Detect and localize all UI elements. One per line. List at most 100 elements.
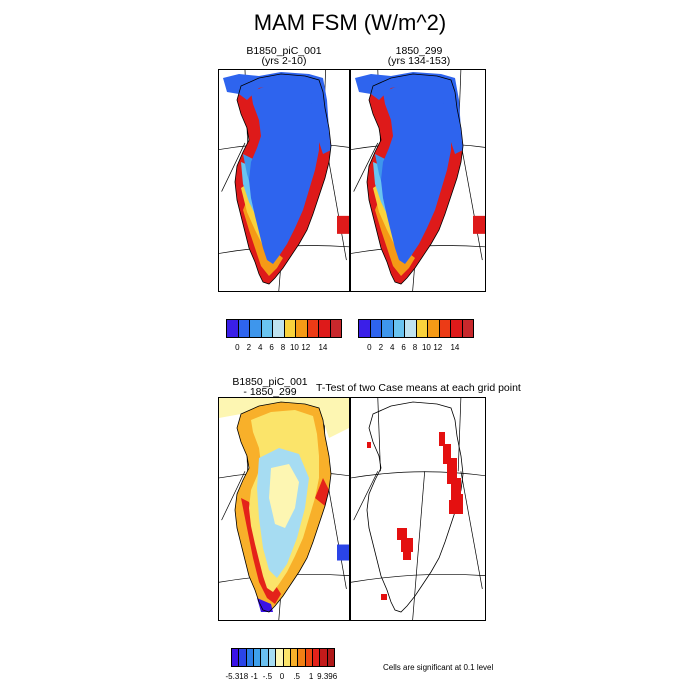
- colorbar-tick-label: 8: [280, 343, 286, 352]
- significant-cell: [451, 478, 461, 500]
- panel-title-diff-line2: - 1850_299: [243, 386, 297, 398]
- north-coast: [355, 72, 463, 154]
- colorbar-tick-label: .5: [293, 672, 300, 681]
- greenland-field: [223, 72, 331, 284]
- colorbar-swatch: [462, 320, 473, 337]
- colorbar-swatch: [284, 320, 296, 337]
- colorbar-tick-label: 0: [279, 672, 285, 681]
- colorbar-swatch: [428, 320, 440, 337]
- colorbar-swatch: [268, 649, 277, 666]
- colorbar-swatch: [283, 649, 291, 666]
- colorbar-swatch: [451, 320, 463, 337]
- panel-title-case1-line1: B1850_piC_001: [246, 45, 322, 57]
- map-ttest: [351, 398, 485, 620]
- colorbar-tick-label: 2: [378, 343, 384, 352]
- colorbar-swatch: [439, 320, 451, 337]
- map-panel-ttest: [350, 397, 486, 621]
- colorbar-tick-label: 10: [421, 343, 431, 352]
- colorbar-swatch: [227, 320, 239, 337]
- diff-offshore-negative: [337, 544, 349, 561]
- significant-cell: [403, 550, 411, 560]
- colorbar-swatch: [290, 649, 299, 666]
- significant-cell: [455, 494, 463, 514]
- longitude-line: [221, 471, 246, 521]
- colorbar-swatch: [393, 320, 405, 337]
- significant-cell: [381, 594, 387, 600]
- interior-low: [381, 82, 451, 264]
- colorbar-tick-label: -1: [250, 672, 258, 681]
- map-case1: [219, 70, 349, 291]
- significant-cell: [443, 444, 451, 464]
- longitude-line: [460, 471, 483, 589]
- coastline: [366, 401, 464, 613]
- significant-cell: [367, 442, 371, 448]
- colorbar-swatch: [319, 320, 331, 337]
- significant-cell: [401, 538, 413, 552]
- panel-title-ttest: T-Test of two Case means at each grid po…: [316, 382, 521, 394]
- interior-low: [249, 82, 319, 264]
- colorbar-tick-label: 1: [308, 672, 314, 681]
- difference-field: [219, 398, 349, 612]
- colorbar-tick-label: -.5: [262, 672, 273, 681]
- colorbar-diff-labels: -5.318 -1 -.5 0 .5 1 9.396: [225, 672, 337, 682]
- colorbar-diff: [231, 648, 335, 667]
- diff-east-coast-high: [315, 478, 329, 506]
- panel-title-case2-line1: 1850_299: [395, 45, 443, 57]
- colorbar-swatch: [320, 649, 328, 666]
- colorbar-swatch: [261, 649, 269, 666]
- colorbar-swatch: [261, 320, 273, 337]
- latitude-line: [351, 471, 485, 479]
- graticule: [351, 398, 485, 620]
- colorbar-case2: [358, 319, 474, 338]
- colorbar-tick-label: -5.318: [225, 672, 249, 681]
- colorbar-tick-label: 14: [318, 343, 328, 352]
- significant-cell: [397, 528, 407, 540]
- offshore-cells: [473, 215, 485, 234]
- significance-note: Cells are significant at 0.1 level: [383, 663, 494, 672]
- colorbar-swatch: [254, 649, 262, 666]
- map-panel-case2: [350, 69, 486, 292]
- longitude-line: [457, 398, 462, 472]
- colorbar-swatch: [246, 649, 255, 666]
- map-panel-diff: [218, 397, 350, 621]
- colorbar-swatch: [330, 320, 341, 337]
- north-coast: [223, 72, 331, 154]
- colorbar-swatch: [405, 320, 417, 337]
- colorbar-swatch: [239, 649, 247, 666]
- ocean-near-zero: [219, 398, 349, 438]
- coastline: [234, 401, 332, 613]
- longitude-line: [412, 471, 426, 620]
- panel-title-case1: B1850_piC_001 (yrs 2-10): [215, 45, 353, 67]
- diff-interior-pale: [269, 464, 299, 528]
- colorbar-swatch: [370, 320, 382, 337]
- colorbar-tick-label: 10: [289, 343, 299, 352]
- significant-cell: [449, 500, 455, 514]
- panel-title-case2-line2: (yrs 134-153): [387, 55, 451, 67]
- latitude-line: [351, 574, 485, 583]
- panel-title-ttest-line1: T-Test of two Case means at each grid po…: [316, 382, 521, 394]
- diff-negative-tip: [257, 598, 273, 612]
- greenland-field: [355, 72, 463, 284]
- colorbar-swatch: [238, 320, 250, 337]
- colorbar-tick-label: 6: [269, 343, 274, 352]
- colorbar-tick-label: 6: [401, 343, 406, 352]
- longitude-line: [353, 142, 379, 192]
- offshore-cells: [337, 215, 349, 234]
- colorbar-tick-label: 0: [235, 343, 240, 352]
- colorbar-swatch: [305, 649, 313, 666]
- coastline: [234, 73, 332, 285]
- map-panel-case1: [218, 69, 350, 292]
- coastline: [366, 73, 464, 285]
- panel-title-diff: B1850_piC_001 - 1850_299: [215, 377, 325, 398]
- colorbar-tick-label: 9.396: [317, 672, 338, 681]
- colorbar-tick-label: 8: [412, 343, 418, 352]
- panel-title-case1-line2: (yrs 2-10): [261, 55, 307, 67]
- colorbar-tick-label: 4: [389, 343, 395, 352]
- colorbar-case1: [226, 319, 342, 338]
- longitude-line: [377, 398, 381, 472]
- colorbar-case1-labels: 0 2 4 6 8 10 12 14: [226, 343, 340, 353]
- colorbar-swatch: [298, 649, 306, 666]
- colorbar-swatch: [382, 320, 394, 337]
- colorbar-tick-label: 12: [301, 343, 311, 352]
- colorbar-tick-label: 14: [450, 343, 460, 352]
